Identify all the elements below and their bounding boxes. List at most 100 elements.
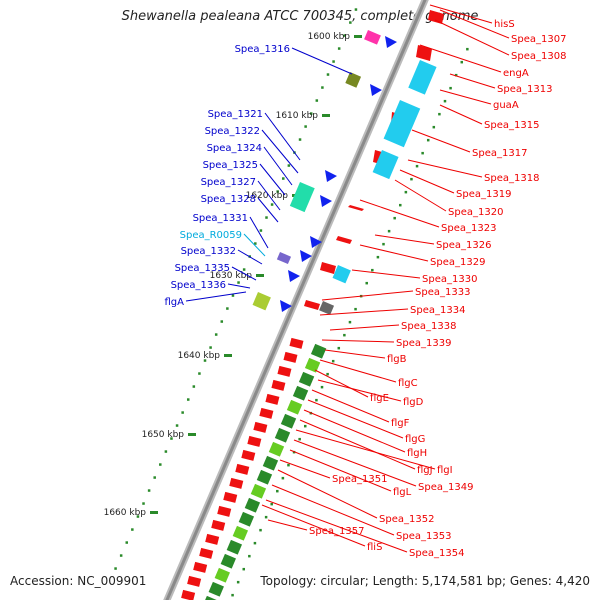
leader-line [243,233,266,257]
gene-glyph [229,477,244,489]
gene-glyph [320,195,332,207]
kbp-tick-label: 1640 kbp [178,351,221,361]
tick-dot [287,164,291,167]
gene-glyph [310,236,322,248]
leader-line [359,199,440,228]
gene-box [289,182,315,213]
tick-dot [382,242,385,246]
backbone-line [165,0,427,600]
tick-dot [248,554,251,558]
gene-box [244,497,261,513]
gene-glyph [428,10,444,24]
leader-line [329,324,400,331]
gene-label-right: Spea_1334 [410,305,465,316]
leader-line [299,419,416,470]
tick-dot [337,47,341,50]
tick-dot [147,489,151,492]
gene-box [214,567,230,583]
gene-label-left: Spea_1322 [205,126,260,137]
gene-box [292,385,309,401]
gene-label-right: Spea_1319 [456,189,511,200]
tick-dot [432,125,436,129]
map-title: Shewanella pealeana ATCC 700345, complet… [121,9,479,24]
gene-label-right: flgL [393,487,412,498]
leader-line [321,290,414,301]
gene-glyph [325,170,337,182]
gene-box [383,100,421,148]
gene-label-left: Spea_1324 [207,143,262,154]
tick-dot [220,320,224,323]
tick-dot [343,34,347,37]
leader-line [439,104,483,125]
gene-label-right: engA [503,68,529,79]
leader-line [319,308,409,316]
gene-box [274,427,291,443]
gene-glyph [259,407,274,419]
gene-label-right: Spea_1349 [418,482,473,493]
leader-line [359,244,429,262]
gene-box [262,455,279,471]
tick-dot [125,541,128,544]
kbp-tick-label: 1630 kbp [210,271,253,281]
gene-box [252,292,271,311]
gene-label-right: Spea_1339 [396,338,451,349]
tick-dot [343,333,346,337]
leader-line [289,449,392,492]
gene-label-right: Spea_1338 [401,321,456,332]
tick-dot [282,177,285,180]
gene-label-right: flgH [407,448,427,459]
gene-label-right: Spea_1333 [415,287,470,298]
tick-dot [170,437,173,440]
gene-box [372,150,399,180]
tick-dot [466,47,469,51]
tick-dot [354,8,358,11]
leader-line [185,291,247,302]
gene-label-right: flgC [398,378,418,389]
gene-box [364,30,381,45]
gene-label-left: Spea_1335 [175,263,230,274]
leader-line [321,339,395,343]
gene-label-right: Spea_1352 [379,514,434,525]
gene-glyph [348,205,364,211]
leader-line [351,269,421,279]
tick-dot [264,515,268,519]
gene-box [268,441,285,457]
tick-dot [153,476,156,479]
gene-glyph [235,463,250,475]
tick-dot [298,138,302,141]
tick-dot [365,281,368,285]
kbp-tick-mark [188,433,196,436]
tick-dot [265,216,268,219]
tick-dot [203,359,207,362]
kbp-tick-label: 1600 kbp [308,32,351,42]
gene-glyph [187,575,202,587]
leader-line [291,47,353,75]
gene-box [256,469,273,485]
tick-dot [321,86,324,89]
tick-dot [454,73,458,77]
leader-line [257,197,279,223]
tick-dot [449,86,452,90]
gene-glyph [289,337,304,349]
leader-line [429,4,493,24]
gene-label-left: Spea_R0059 [180,230,242,241]
leader-line [314,369,369,398]
tick-dot [131,528,134,531]
gene-label-right: Spea_1307 [511,34,566,45]
tick-dot [114,567,117,570]
leader-line [237,249,263,265]
gene-label-right: flgE [370,393,389,404]
tick-dot [298,437,301,441]
tick-dot [186,398,190,401]
gene-label-right: fliS [367,542,382,553]
gene-glyph [336,236,352,244]
gene-label-left: Spea_1325 [203,160,258,171]
gene-box [408,60,437,95]
tick-dot [354,307,357,311]
tick-dot [254,242,257,245]
tick-dot [214,333,218,336]
tick-dot [159,463,162,466]
gene-box [232,525,249,541]
leader-line [317,379,402,402]
gene-label-right: flgB [387,354,407,365]
